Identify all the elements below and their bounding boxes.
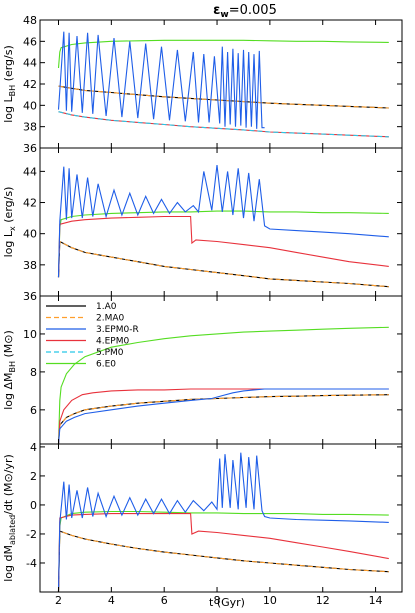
series-line-4-epm0 bbox=[57, 215, 389, 278]
y-tick-label: 0 bbox=[30, 499, 37, 512]
y-tick-label: 6 bbox=[30, 404, 37, 417]
y-tick-label: 42 bbox=[23, 78, 37, 91]
panel-1: 36 38 40 42 44 46 48 log LBH (erg/s) bbox=[2, 14, 403, 155]
series-line-2-ma0 bbox=[57, 530, 389, 592]
x-axis-label: t (Gyr) bbox=[209, 596, 245, 609]
y-tick-label: 40 bbox=[23, 228, 37, 241]
series-line-3-epm0-r bbox=[57, 31, 265, 129]
y-axis-label: log Lx (erg/s) bbox=[2, 187, 17, 258]
y-tick-label: -2 bbox=[26, 528, 37, 541]
panel-1-series bbox=[57, 31, 389, 138]
y-axis-label: log LBH (erg/s) bbox=[2, 45, 17, 123]
x-tick-label: 2 bbox=[55, 594, 62, 607]
x-tick-label: 4 bbox=[108, 594, 115, 607]
y-axis-label: log ΔMBH (M⊙) bbox=[2, 330, 17, 410]
panel-4: 2 4 6 8 10 12 14 -4 -2 0 2 4 log dMablated/dt (M⊙/yr… bbox=[2, 441, 403, 607]
y-tick-label: 46 bbox=[23, 35, 37, 48]
panel-4-frame bbox=[39, 443, 403, 593]
chart-title: εw=0.005 bbox=[213, 3, 277, 20]
y-tick-label: 8 bbox=[30, 366, 37, 379]
legend-label: 5.PM0 bbox=[96, 348, 124, 358]
y-tick-label: 44 bbox=[23, 165, 37, 178]
y-tick-label: 48 bbox=[23, 14, 37, 27]
series-line-2-ma0 bbox=[58, 85, 389, 109]
x-tick-label: 12 bbox=[316, 594, 330, 607]
x-tick-label: 6 bbox=[161, 594, 168, 607]
x-tick-label: 14 bbox=[369, 594, 383, 607]
series-line-3-epm0-r bbox=[57, 452, 389, 592]
panel-4-series bbox=[57, 452, 389, 592]
series-line-4-epm0 bbox=[57, 513, 389, 592]
panel-2-series bbox=[57, 165, 389, 288]
legend-label: 3.EPM0-R bbox=[96, 325, 139, 335]
series-line-3-epm0-r bbox=[57, 388, 389, 444]
panel-3-series bbox=[57, 326, 389, 444]
y-tick-label: 36 bbox=[23, 142, 37, 155]
series-line-5-pm0 bbox=[58, 111, 389, 138]
x-tick-label: 10 bbox=[263, 594, 277, 607]
series-line-2-ma0 bbox=[57, 394, 389, 444]
series-line-2-ma0 bbox=[57, 240, 389, 288]
y-tick-label: 40 bbox=[23, 99, 37, 112]
series-line-6-e0 bbox=[57, 326, 389, 444]
y-tick-label: 10 bbox=[23, 328, 37, 341]
series-line-3-epm0-r bbox=[57, 165, 389, 278]
legend-label: 4.EPM0 bbox=[96, 337, 129, 347]
y-tick-label: -4 bbox=[26, 557, 37, 570]
y-tick-label: 38 bbox=[23, 121, 37, 134]
y-tick-label: 42 bbox=[23, 197, 37, 210]
x-tick-label: 8 bbox=[214, 594, 221, 607]
legend-label: 2.MA0 bbox=[96, 314, 125, 324]
y-tick-label: 44 bbox=[23, 57, 37, 70]
y-tick-label: 4 bbox=[30, 441, 37, 454]
series-line-6-e0 bbox=[57, 39, 389, 69]
legend-label: 1.A0 bbox=[96, 302, 117, 312]
panel-3: 6 8 10 log ΔMBH (M⊙) bbox=[2, 295, 403, 445]
y-tick-label: 38 bbox=[23, 259, 37, 272]
y-tick-label: 2 bbox=[30, 470, 37, 483]
legend-label: 6.E0 bbox=[96, 360, 116, 370]
y-axis-label: log dMablated/dt (M⊙/yr) bbox=[2, 454, 17, 582]
y-tick-label: 36 bbox=[23, 290, 37, 303]
